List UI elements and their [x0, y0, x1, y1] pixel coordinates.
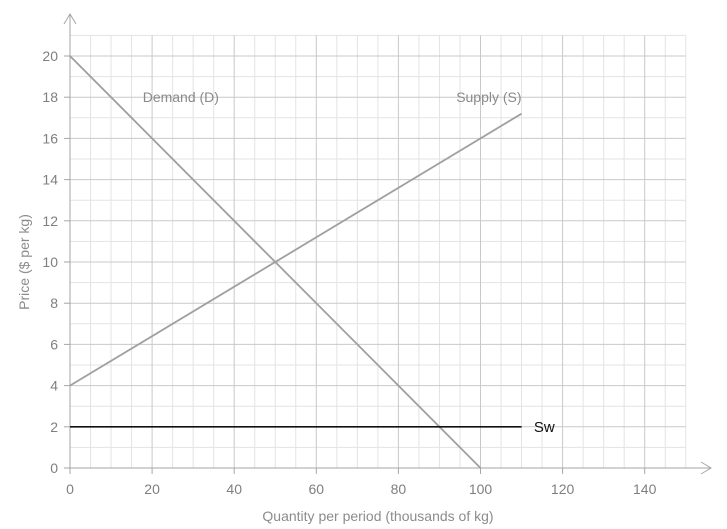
y-tick-label: 20: [42, 48, 58, 64]
series-label-supply-s: Supply (S): [456, 89, 521, 105]
x-tick-label: 100: [469, 481, 493, 497]
y-tick-label: 0: [50, 460, 58, 476]
y-tick-label: 18: [42, 89, 58, 105]
x-tick-label: 20: [144, 481, 160, 497]
y-tick-label: 14: [42, 172, 58, 188]
x-tick-label: 60: [309, 481, 325, 497]
y-tick-label: 6: [50, 336, 58, 352]
series-label-sw: Sw: [534, 419, 555, 436]
x-axis-arrow: [700, 461, 712, 475]
axes: [63, 13, 712, 475]
y-tick-label: 4: [50, 378, 58, 394]
x-tick-label: 0: [66, 481, 74, 497]
series-labels: Demand (D) Supply (S) Sw: [143, 89, 555, 436]
y-tick-label: 12: [42, 213, 58, 229]
y-axis-title: Price ($ per kg): [16, 214, 32, 310]
grid: [70, 34, 687, 468]
x-tick-label: 80: [391, 481, 407, 497]
tick-labels: 0 20 40 60 80 100 120 140 0 2 4 6 8 10 12 14 16 18 20: [42, 48, 656, 497]
x-tick-label: 120: [551, 481, 575, 497]
x-tick-label: 40: [226, 481, 242, 497]
y-tick-label: 10: [42, 254, 58, 270]
series-line-supply-s: [69, 112, 523, 387]
y-tick-label: 16: [42, 130, 58, 146]
series-label-demand-d: Demand (D): [143, 89, 219, 105]
y-axis-arrow: [63, 13, 77, 25]
series: [69, 55, 523, 469]
x-axis-title: Quantity per period (thousands of kg): [262, 508, 493, 524]
y-tick-label: 8: [50, 295, 58, 311]
y-tick-label: 2: [50, 419, 58, 435]
x-tick-label: 140: [633, 481, 657, 497]
